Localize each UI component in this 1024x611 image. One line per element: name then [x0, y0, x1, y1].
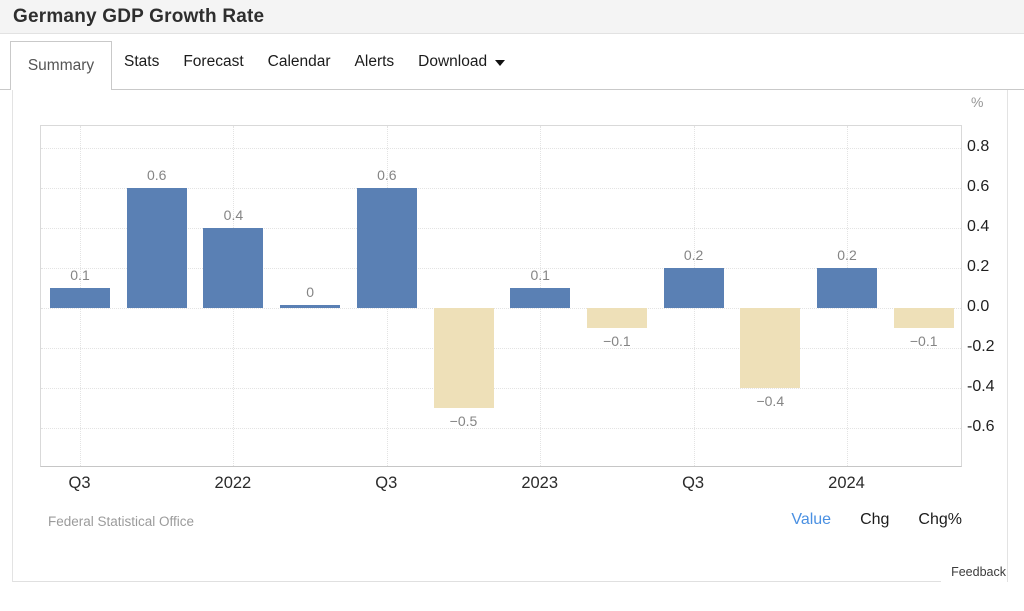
- bar: [280, 305, 341, 308]
- bar: [586, 308, 647, 328]
- bar-value-label: 0: [306, 284, 314, 300]
- y-axis-tick-label: 0.0: [967, 298, 990, 315]
- gridline-horizontal: [41, 308, 961, 309]
- tab-label: Forecast: [183, 52, 244, 70]
- bar-value-label: 0.6: [146, 167, 167, 183]
- y-axis-tick-label: 0.8: [967, 138, 990, 155]
- bar: [203, 228, 264, 308]
- x-axis-tick-label: Q3: [375, 474, 398, 492]
- source-attribution: Federal Statistical Office: [48, 514, 195, 529]
- tab-stats[interactable]: Stats: [124, 53, 159, 71]
- bar: [740, 308, 801, 388]
- bar-value-label: −0.5: [449, 413, 478, 429]
- bar: [126, 188, 187, 308]
- tab-label: Alerts: [354, 52, 395, 70]
- view-option-chgpct[interactable]: Chg%: [918, 511, 962, 528]
- view-option-value[interactable]: Value: [791, 511, 832, 528]
- x-axis-tick-label: Q3: [68, 474, 91, 492]
- bar-value-label: −0.4: [756, 393, 785, 409]
- bar-value-label: 0.1: [530, 267, 550, 283]
- bar: [510, 288, 571, 308]
- x-axis-tick-label: Q3: [682, 474, 705, 492]
- y-axis-tick-label: -0.2: [967, 338, 995, 355]
- page-title: Germany GDP Growth Rate: [13, 5, 265, 27]
- bar-value-label: 0.4: [223, 207, 244, 223]
- bar-value-label: 0.2: [837, 247, 857, 263]
- tab-label: Calendar: [267, 52, 331, 70]
- tab-download[interactable]: Download: [418, 52, 506, 71]
- gridline-horizontal: [41, 268, 961, 269]
- gridline-horizontal: [41, 348, 961, 349]
- gridline-horizontal: [41, 428, 961, 429]
- gridline-horizontal: [41, 148, 961, 149]
- tab-label: Download: [418, 52, 488, 70]
- view-option-chg[interactable]: Chg: [860, 511, 890, 528]
- y-axis-tick-label: 0.2: [967, 258, 990, 275]
- chevron-down-icon: [495, 59, 506, 66]
- bar: [433, 308, 494, 408]
- bar: [356, 188, 417, 308]
- x-axis-tick-label: 2024: [828, 474, 865, 492]
- gridline-horizontal: [41, 188, 961, 189]
- bar-value-label: 0.2: [683, 247, 704, 263]
- x-axis-tick-label: 2023: [521, 474, 559, 492]
- chart-card: 0.1 0.6 0.4 0 0.6 −0.5 0.1 −0.1 0.2 −0.4 0.2 −0.1 %…: [12, 90, 1008, 582]
- bar: [50, 288, 110, 308]
- tab-summary[interactable]: Summary: [10, 41, 112, 90]
- y-axis-tick-label: 0.6: [967, 178, 990, 195]
- tab-label: Summary: [27, 57, 95, 74]
- view-toggle-group: Value Chg Chg%: [791, 511, 962, 529]
- y-axis-unit-label: %: [971, 94, 984, 110]
- bar: [817, 268, 877, 308]
- plot-area: 0.1 0.6 0.4 0 0.6 −0.5 0.1 −0.1 0.2 −0.4 0.2 −0.1: [40, 125, 962, 467]
- bar-value-label: −0.1: [603, 333, 631, 349]
- y-axis-tick-label: -0.6: [967, 418, 995, 435]
- gridline-horizontal: [41, 228, 961, 229]
- tab-calendar[interactable]: Calendar: [268, 53, 331, 71]
- bar-value-label: −0.1: [909, 333, 938, 349]
- tab-label: Stats: [124, 52, 160, 70]
- window-title-bar: Germany GDP Growth Rate: [0, 0, 1024, 34]
- tab-forecast[interactable]: Forecast: [183, 53, 243, 71]
- feedback-link[interactable]: Feedback: [941, 563, 1007, 582]
- bar-value-label: 0.1: [70, 267, 90, 283]
- y-axis-tick-label: -0.4: [967, 378, 995, 395]
- x-axis-tick-label: 2022: [214, 474, 252, 492]
- bar-value-label: 0.6: [377, 167, 397, 183]
- gridline-horizontal: [41, 388, 961, 389]
- bar: [893, 308, 954, 328]
- y-axis-tick-label: 0.4: [967, 218, 990, 235]
- bar: [663, 268, 724, 308]
- tab-alerts[interactable]: Alerts: [355, 53, 395, 71]
- tab-bar: Summary Stats Forecast Calendar Alerts Downlo…: [0, 34, 1024, 90]
